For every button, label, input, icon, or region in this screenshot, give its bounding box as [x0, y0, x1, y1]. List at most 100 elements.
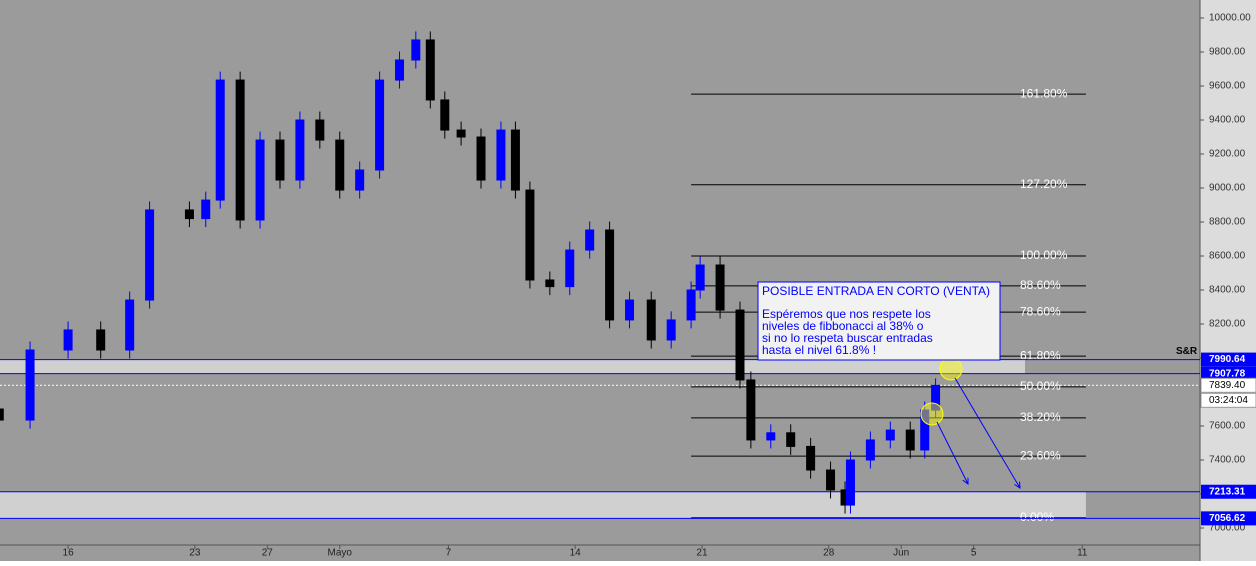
candle-body	[145, 209, 155, 301]
candle-body	[355, 169, 365, 191]
candle-body	[201, 199, 211, 220]
x-axis-bg	[0, 545, 1200, 561]
x-tick-label: Jun	[893, 548, 909, 559]
candle-body	[806, 445, 816, 471]
fib-label: 161.80%	[1020, 86, 1068, 100]
y-tick-label: 9000.00	[1209, 183, 1246, 194]
candle-body	[686, 289, 696, 321]
note-line: niveles de fibbonacci al 38% o	[762, 319, 924, 333]
candle-body	[25, 349, 35, 421]
candle-body	[746, 379, 756, 441]
sr-value: 7213.31	[1209, 486, 1246, 497]
candle-body	[255, 139, 265, 221]
candle-body	[695, 264, 705, 291]
note-title: POSIBLE ENTRADA EN CORTO (VENTA)	[762, 284, 990, 298]
candle-body	[605, 229, 615, 321]
price-value: 7839.40	[1209, 380, 1246, 391]
candle-body	[735, 309, 745, 381]
candle-body	[395, 59, 405, 81]
note-box	[757, 281, 1001, 361]
sr-tag	[1201, 352, 1256, 367]
candle-body	[456, 129, 466, 138]
highlight	[920, 402, 944, 426]
candle-body	[525, 189, 535, 281]
sr-value: 7990.64	[1209, 354, 1246, 365]
candle-body	[425, 39, 435, 101]
x-tick-label: 16	[63, 548, 75, 559]
candle-body	[411, 39, 421, 61]
candle-body	[845, 459, 855, 506]
candle-body	[885, 429, 895, 441]
candle-body	[931, 384, 941, 411]
fib-label: 78.60%	[1020, 304, 1061, 318]
candle-body	[63, 329, 73, 351]
candle-body	[275, 139, 285, 181]
x-tick-label: 7	[446, 548, 452, 559]
x-tick-label: 21	[696, 548, 708, 559]
candle-body	[184, 209, 194, 220]
y-tick-label: 7400.00	[1209, 455, 1246, 466]
sr-zone	[0, 491, 1086, 519]
candle-body	[476, 136, 486, 181]
x-tick-label: Mayo	[328, 548, 353, 559]
x-tick-label: 11	[1077, 548, 1088, 559]
candle-body	[440, 99, 450, 131]
candle-body	[646, 299, 656, 341]
candle-body	[0, 408, 4, 421]
sr-title: S&R	[1176, 346, 1198, 357]
x-tick-label: 14	[570, 548, 582, 559]
fib-label: 100.00%	[1020, 248, 1068, 262]
fib-label: 50.00%	[1020, 379, 1061, 393]
candle-body	[375, 79, 385, 171]
y-tick-label: 9800.00	[1209, 47, 1246, 58]
candle-body	[625, 299, 635, 321]
note-line: Espéremos que nos respete los	[762, 307, 931, 321]
plot-bg	[0, 0, 1200, 545]
candle-body	[666, 319, 676, 341]
sr-tag	[1201, 484, 1256, 499]
fib-label: 127.20%	[1020, 177, 1068, 191]
sr-value: 7907.78	[1209, 368, 1246, 379]
candle-body	[96, 329, 106, 351]
y-tick-label: 10000.00	[1209, 13, 1251, 24]
candle-body	[786, 432, 796, 447]
highlight	[939, 357, 963, 381]
y-tick-label: 8200.00	[1209, 319, 1246, 330]
sr-tag	[1201, 511, 1256, 526]
x-tick-label: 23	[189, 548, 201, 559]
y-axis-bg	[1200, 0, 1256, 561]
note-line: si no lo respeta buscar entradas	[762, 331, 933, 345]
price-tag	[1200, 377, 1256, 393]
arrow	[936, 421, 968, 484]
candle-body	[905, 429, 915, 451]
candle-body	[125, 299, 135, 351]
candle-body	[295, 119, 305, 181]
y-tick-label: 8800.00	[1209, 217, 1246, 228]
y-tick-label: 8600.00	[1209, 251, 1246, 262]
sr-tag	[1201, 366, 1256, 381]
x-tick-label: 27	[262, 548, 274, 559]
y-tick-label: 9200.00	[1209, 149, 1246, 160]
candle-body	[510, 129, 520, 191]
candle-body	[335, 139, 345, 191]
candle-body	[315, 119, 325, 141]
countdown-tag	[1200, 392, 1256, 408]
candle-body	[496, 129, 506, 181]
y-tick-label: 9600.00	[1209, 81, 1246, 92]
countdown: 03:24:04	[1209, 395, 1248, 406]
fib-label: 38.20%	[1020, 410, 1061, 424]
candle-body	[766, 432, 776, 441]
candle-body	[545, 279, 555, 288]
x-tick-label: 28	[823, 548, 835, 559]
fib-label: 23.60%	[1020, 448, 1061, 462]
y-tick-label: 7600.00	[1209, 421, 1246, 432]
y-tick-label: 9400.00	[1209, 115, 1246, 126]
candle-body	[865, 439, 875, 461]
fib-label: 61.80%	[1020, 348, 1061, 362]
candle-body	[585, 229, 595, 251]
x-tick-label: 5	[971, 548, 977, 559]
sr-zone	[0, 359, 1025, 374]
candle-body	[215, 79, 225, 201]
candle-body	[715, 264, 725, 311]
